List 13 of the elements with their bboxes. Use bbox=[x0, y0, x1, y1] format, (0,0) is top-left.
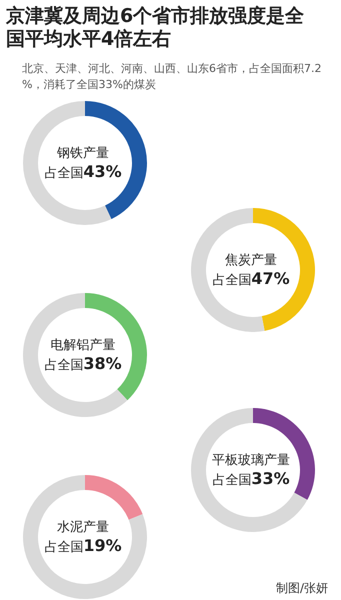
text: 制图/张妍 bbox=[276, 581, 328, 595]
text: 占全国43% bbox=[44, 162, 122, 181]
text: 占全国19% bbox=[44, 536, 122, 555]
text: 焦炭产量 bbox=[225, 253, 277, 268]
text: 水泥产量 bbox=[57, 520, 109, 535]
text: 占全国38% bbox=[44, 354, 122, 373]
text: 占全国33% bbox=[212, 469, 290, 488]
chart-title: 京津冀及周边6个省市排放强度是全国平均水平4倍左右 bbox=[5, 5, 306, 50]
text: 北京、天津、河北、河南、山西、山东6省市，占全国面积7.2%，消耗了全国33%的煤炭 bbox=[22, 62, 322, 91]
text: 钢铁产量 bbox=[56, 146, 109, 161]
text: 占全国47% bbox=[212, 269, 290, 288]
text: 电解铝产量 bbox=[50, 338, 116, 353]
text: 平板玻璃产量 bbox=[212, 453, 290, 468]
